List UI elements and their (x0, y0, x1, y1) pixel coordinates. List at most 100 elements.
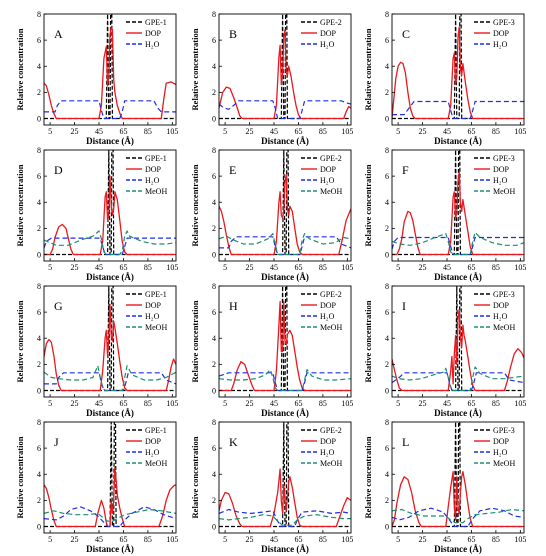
y-tick-label: 4 (385, 470, 389, 479)
panel-letter: D (54, 163, 63, 177)
x-tick-label: 65 (119, 263, 127, 272)
x-axis-label: Distance (Å) (261, 408, 309, 418)
x-tick-label: 85 (144, 399, 152, 408)
legend-label: GPE-2 (320, 154, 342, 163)
plot-frame (218, 421, 352, 534)
x-tick-label: 65 (467, 127, 475, 136)
y-tick-label: 8 (385, 10, 389, 19)
legend-label: DOP (493, 29, 510, 38)
y-axis-label: Relative concentration (15, 436, 25, 518)
legend-label: H₂O (493, 312, 508, 321)
legend-label: H₂O (145, 312, 160, 321)
y-tick-label: 0 (385, 386, 389, 395)
legend-label: DOP (493, 301, 510, 310)
series-line-dop (219, 301, 351, 392)
x-axis-label: Distance (Å) (434, 408, 482, 418)
x-axis-label: Distance (Å) (86, 272, 134, 282)
y-tick-label: 8 (212, 10, 216, 19)
x-tick-label: 65 (294, 263, 302, 272)
x-tick-label: 45 (270, 127, 278, 136)
x-tick-label: 45 (95, 535, 103, 544)
legend-label: MeOH (320, 459, 342, 468)
x-tick-label: 105 (166, 263, 178, 272)
y-tick-label: 0 (385, 522, 389, 531)
x-tick-label: 105 (341, 399, 353, 408)
y-tick-label: 0 (212, 250, 216, 259)
legend-label: DOP (493, 165, 510, 174)
legend-label: DOP (320, 437, 337, 446)
series-line-dop (44, 467, 176, 528)
series-line-meoh (219, 514, 351, 526)
legend-label: H₂O (320, 312, 335, 321)
y-tick-label: 2 (37, 360, 41, 369)
legend-label: GPE-2 (320, 426, 342, 435)
x-tick-label: 45 (443, 535, 451, 544)
plot-frame (391, 285, 525, 398)
x-tick-label: 5 (223, 535, 227, 544)
x-tick-label: 85 (144, 127, 152, 136)
x-tick-label: 25 (71, 535, 79, 544)
x-tick-label: 105 (514, 263, 526, 272)
x-axis-label: Distance (Å) (434, 136, 482, 146)
legend-label: DOP (145, 301, 162, 310)
y-tick-label: 6 (385, 172, 389, 181)
plot-frame (391, 13, 525, 126)
y-tick-label: 4 (385, 62, 389, 71)
plot-frame (43, 285, 177, 398)
series-line-meoh (219, 233, 351, 256)
legend-label: H₂O (320, 40, 335, 49)
legend-label: DOP (320, 165, 337, 174)
y-tick-label: 4 (37, 62, 41, 71)
series-line-meoh (44, 508, 176, 522)
plot-frame (43, 421, 177, 534)
plot-frame (43, 149, 177, 262)
y-tick-label: 8 (37, 282, 41, 291)
panel-letter: C (402, 27, 410, 41)
y-tick-label: 2 (212, 224, 216, 233)
panel-letter: A (54, 27, 63, 41)
legend-label: DOP (145, 437, 162, 446)
y-tick-label: 2 (385, 88, 389, 97)
series-line-meoh (219, 369, 351, 392)
x-tick-label: 105 (166, 535, 178, 544)
y-tick-label: 8 (37, 146, 41, 155)
x-tick-label: 25 (246, 263, 254, 272)
x-tick-label: 45 (270, 399, 278, 408)
x-tick-label: 5 (223, 399, 227, 408)
x-tick-label: 25 (71, 263, 79, 272)
y-tick-label: 0 (385, 250, 389, 259)
y-tick-label: 2 (37, 496, 41, 505)
y-tick-label: 6 (385, 444, 389, 453)
y-tick-label: 4 (212, 62, 216, 71)
series-line-dop (392, 26, 524, 120)
series-line-dop (44, 303, 176, 392)
y-axis-label: Relative concentration (363, 300, 373, 382)
y-tick-label: 0 (37, 114, 41, 123)
y-tick-label: 8 (212, 282, 216, 291)
series-line-h-o (44, 100, 176, 120)
x-tick-label: 25 (419, 263, 427, 272)
x-tick-label: 85 (319, 535, 327, 544)
legend-label: DOP (320, 301, 337, 310)
legend-label: GPE-3 (493, 154, 515, 163)
y-axis-label: Relative concentration (190, 436, 200, 518)
series-line-meoh (392, 231, 524, 256)
series-line-gpe-1 (44, 14, 176, 120)
series-line-h-o (392, 100, 524, 120)
x-tick-label: 85 (144, 263, 152, 272)
legend-label: GPE-1 (145, 154, 167, 163)
y-axis-label: Relative concentration (363, 436, 373, 518)
plot-frame (43, 13, 177, 126)
series-line-dop (44, 175, 176, 256)
y-axis-label: Relative concentration (15, 164, 25, 246)
y-tick-label: 0 (37, 522, 41, 531)
